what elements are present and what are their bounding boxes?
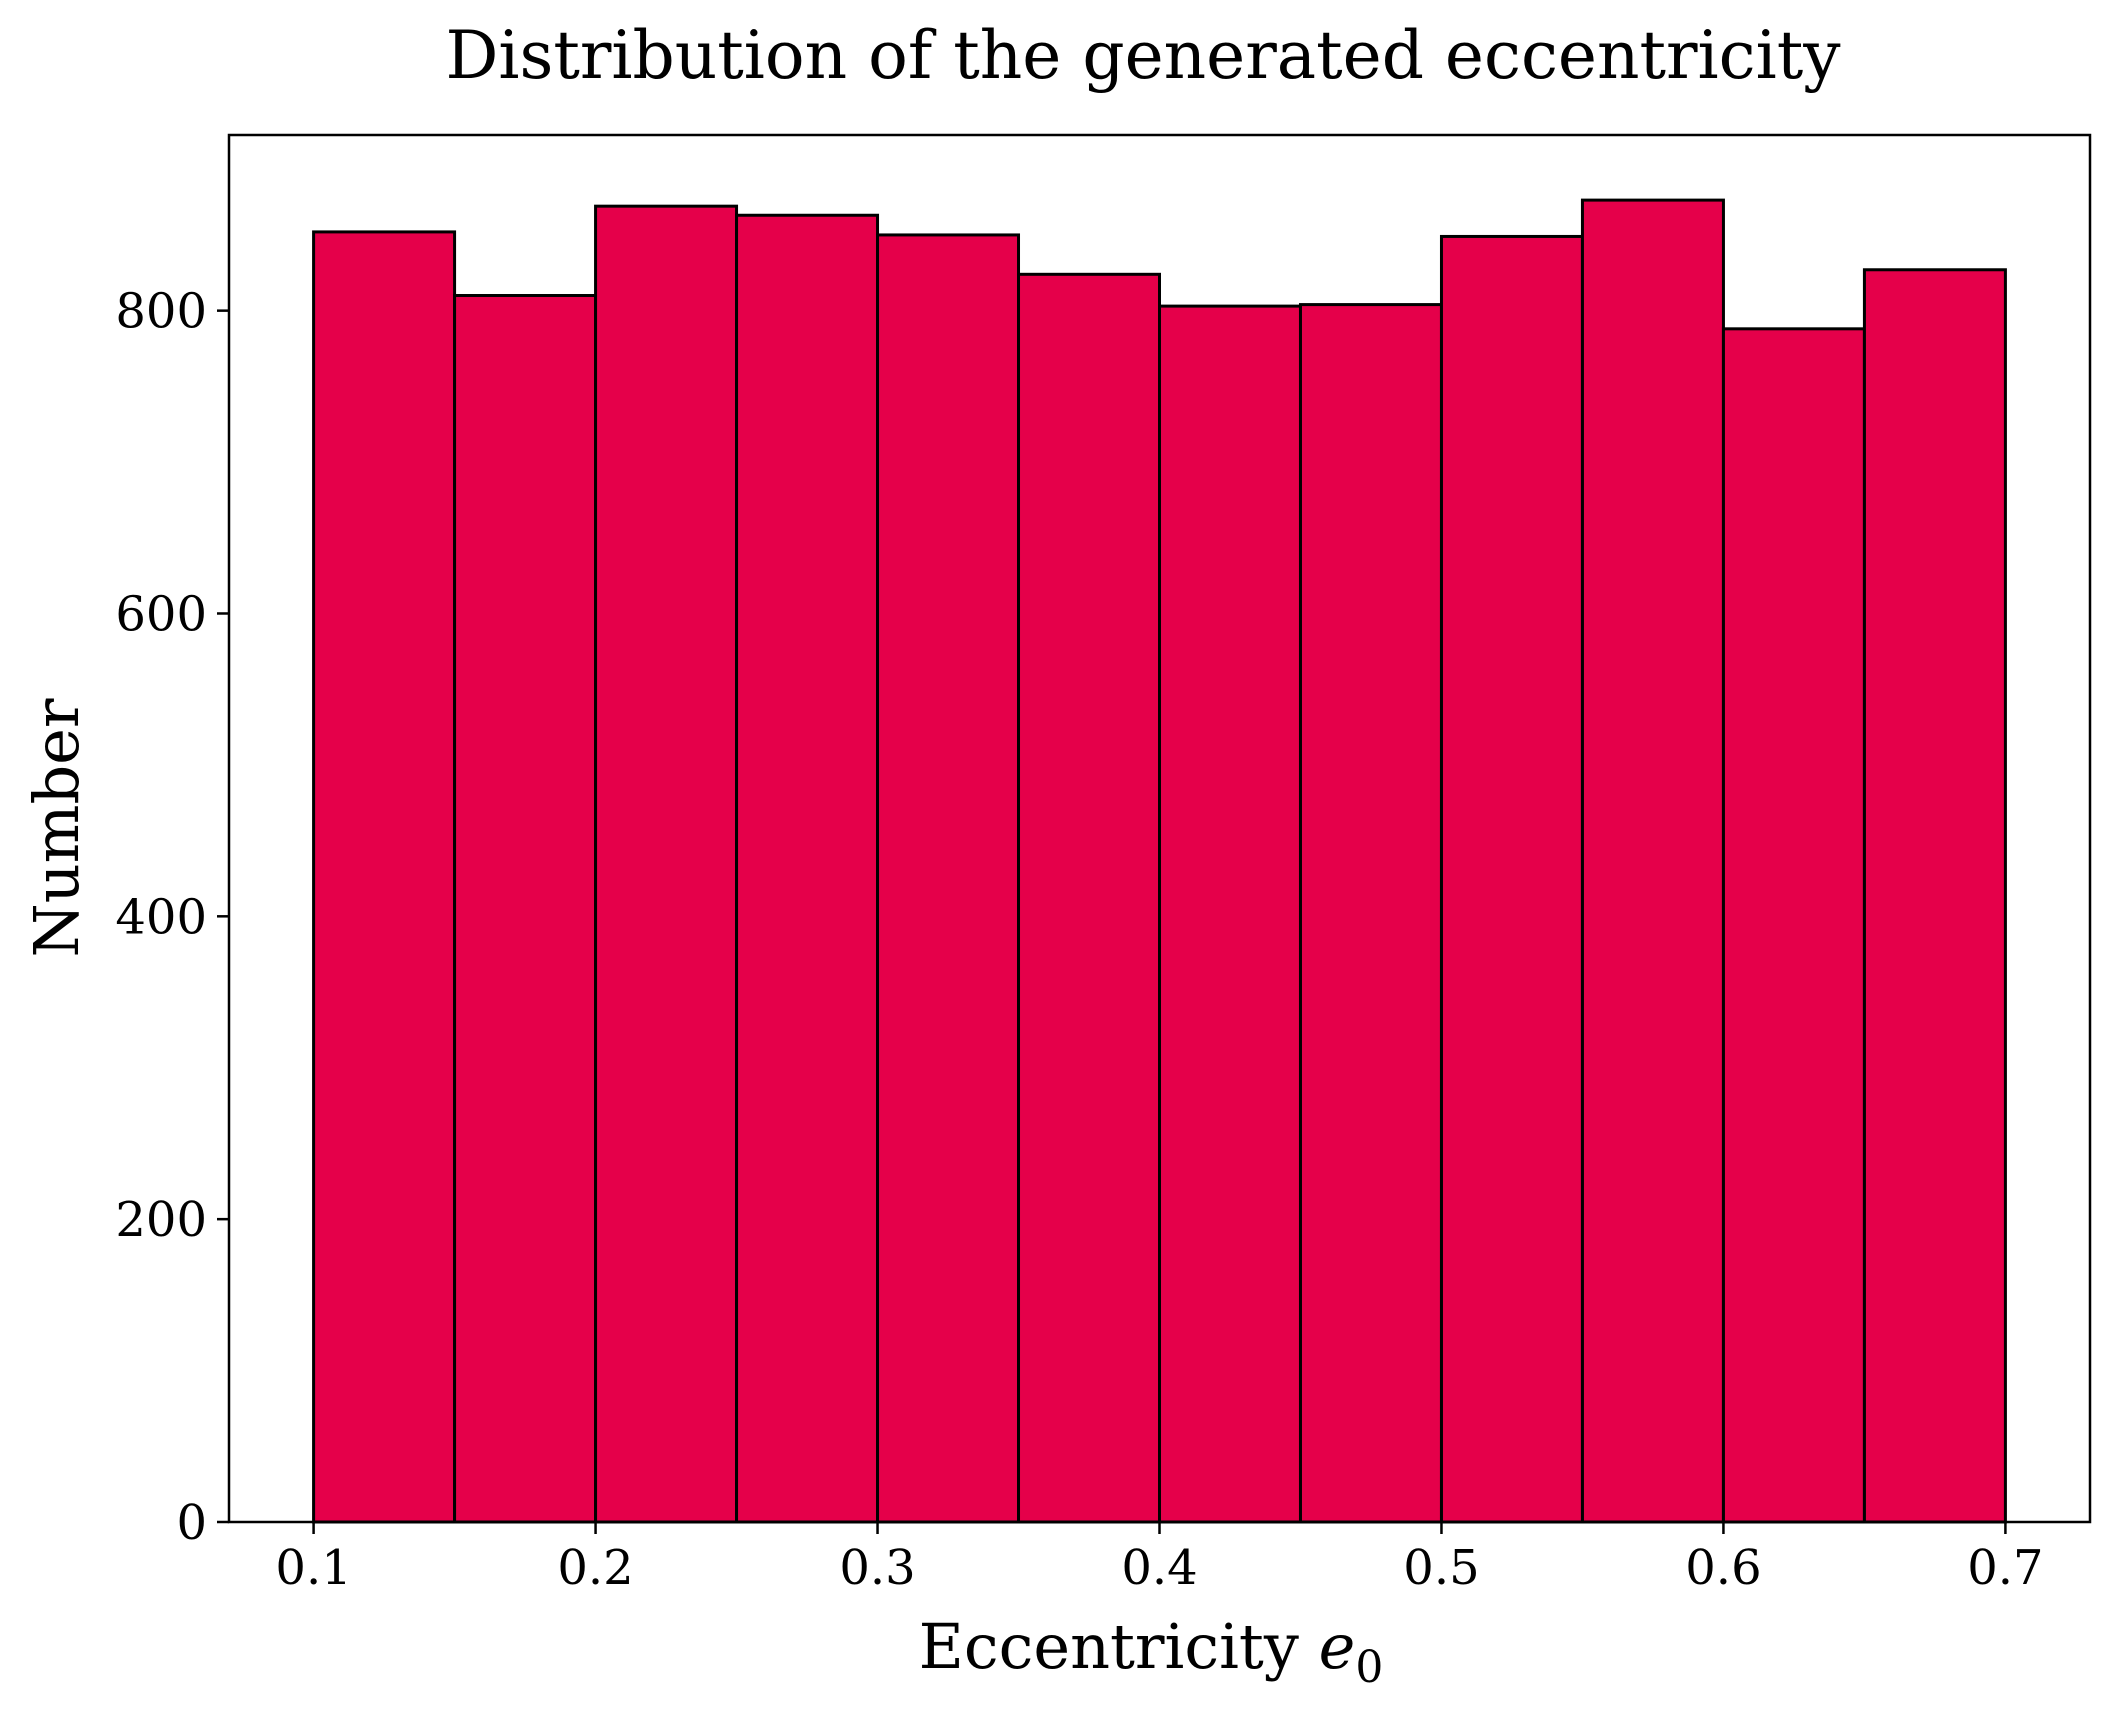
chart-title: Distribution of the generated eccentrici…: [445, 17, 1841, 94]
histogram-bar: [876, 233, 1021, 1524]
y-axis-label: Number: [20, 698, 93, 957]
x-tick-label: 0.6: [1685, 1540, 1761, 1596]
x-tick-label: 0.3: [839, 1540, 915, 1596]
y-tick-label: 600: [115, 586, 207, 642]
y-axis-ticks: 0 200 400 600 800: [115, 284, 229, 1551]
x-tick-label: 0.2: [557, 1540, 633, 1596]
histogram-bar: [594, 204, 739, 1524]
histogram-bar: [312, 230, 457, 1524]
x-tick-label: 0.4: [1121, 1540, 1197, 1596]
x-axis-label-subscript: 0: [1355, 1642, 1383, 1693]
bars-group: [312, 198, 2007, 1524]
x-axis-label-symbol: e: [1319, 1610, 1356, 1683]
histogram-bar: [1017, 272, 1161, 1524]
x-tick-label: 0.7: [1967, 1540, 2043, 1596]
histogram-bar: [1298, 303, 1443, 1524]
histogram-bar: [1158, 304, 1302, 1524]
x-tick-label: 0.5: [1403, 1540, 1479, 1596]
y-tick-label: 400: [115, 889, 207, 945]
y-tick-label: 200: [115, 1192, 207, 1248]
histogram-bar: [1862, 268, 2007, 1524]
histogram-bar: [1580, 198, 1725, 1524]
x-axis-ticks: 0.1 0.2 0.3 0.4 0.5 0.6 0.7: [275, 1522, 2044, 1596]
histogram-bar: [735, 213, 880, 1524]
y-tick-label: 0: [176, 1495, 207, 1551]
histogram-bar: [453, 294, 598, 1524]
x-axis-label: Eccentricity e0: [919, 1610, 1384, 1693]
x-axis-label-text: Eccentricity: [919, 1610, 1299, 1683]
histogram-bar: [1721, 327, 1866, 1524]
y-tick-label: 800: [115, 284, 207, 340]
x-tick-label: 0.1: [275, 1540, 351, 1596]
histogram-bar: [1439, 234, 1584, 1524]
